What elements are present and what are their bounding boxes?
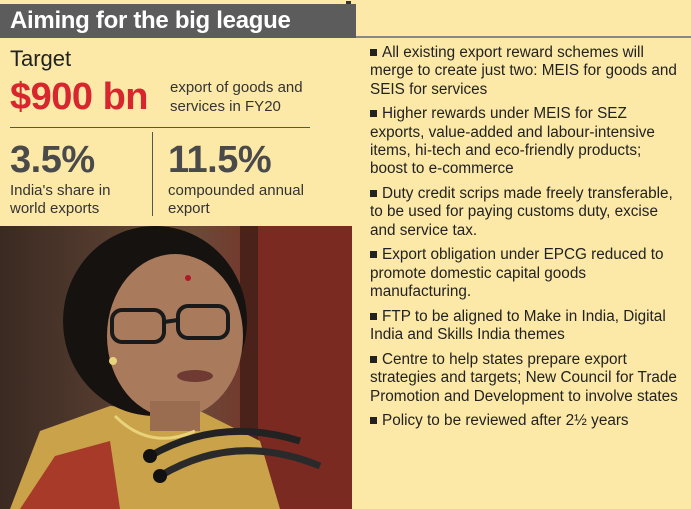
list-item: All existing export reward schemes will … [370, 44, 680, 99]
target-label: Target [10, 46, 72, 71]
divider-vertical [152, 132, 153, 216]
bullet-text: Export obligation under EPCG reduced to … [370, 246, 664, 301]
stat-growth: 11.5% compounded annual export [168, 138, 318, 218]
bullet-text: Higher rewards under MEIS for SEZ export… [370, 105, 655, 178]
bullet-square-icon [370, 251, 377, 259]
bullet-text: Duty credit scrips made freely transfera… [370, 185, 673, 239]
bullet-text: FTP to be aligned to Make in India, Digi… [370, 307, 666, 344]
policy-bullets: All existing export reward schemes will … [370, 44, 680, 437]
header-rule [356, 36, 691, 38]
bullet-square-icon [370, 417, 377, 425]
list-item: Duty credit scrips made freely transfera… [370, 185, 680, 240]
bullet-square-icon [370, 190, 377, 198]
bullet-square-icon [370, 49, 377, 56]
stat-value: 3.5% [10, 139, 95, 181]
list-item: Higher rewards under MEIS for SEZ export… [370, 105, 680, 178]
target-panel: Target $900 bn export of goods and servi… [0, 38, 356, 509]
speaker-photo [0, 226, 352, 509]
divider-horizontal [10, 127, 310, 128]
target-description: export of goods and services in FY20 [170, 79, 303, 115]
header: Aiming for the big league [0, 0, 691, 38]
list-item: Policy to be reviewed after 2½ years [370, 412, 680, 430]
target-amount: $900 bn [10, 76, 149, 118]
list-item: Export obligation under EPCG reduced to … [370, 246, 680, 301]
stat-description: compounded annual export [168, 182, 304, 217]
bullet-square-icon [370, 110, 377, 118]
title-bar: Aiming for the big league [0, 4, 356, 38]
stat-value: 11.5% [168, 139, 272, 181]
header-mark [346, 1, 351, 4]
page-title: Aiming for the big league [10, 7, 291, 34]
bullet-text: All existing export reward schemes will … [370, 44, 677, 98]
list-item: Centre to help states prepare export str… [370, 351, 680, 406]
bullet-text: Policy to be reviewed after 2½ years [382, 412, 629, 430]
bullet-square-icon [370, 312, 377, 320]
bullet-square-icon [370, 355, 377, 363]
stat-description: India's share in world exports [10, 182, 111, 217]
bullet-text: Centre to help states prepare export str… [370, 350, 678, 405]
list-item: FTP to be aligned to Make in India, Digi… [370, 308, 680, 345]
stat-share: 3.5% India's share in world exports [10, 138, 150, 218]
